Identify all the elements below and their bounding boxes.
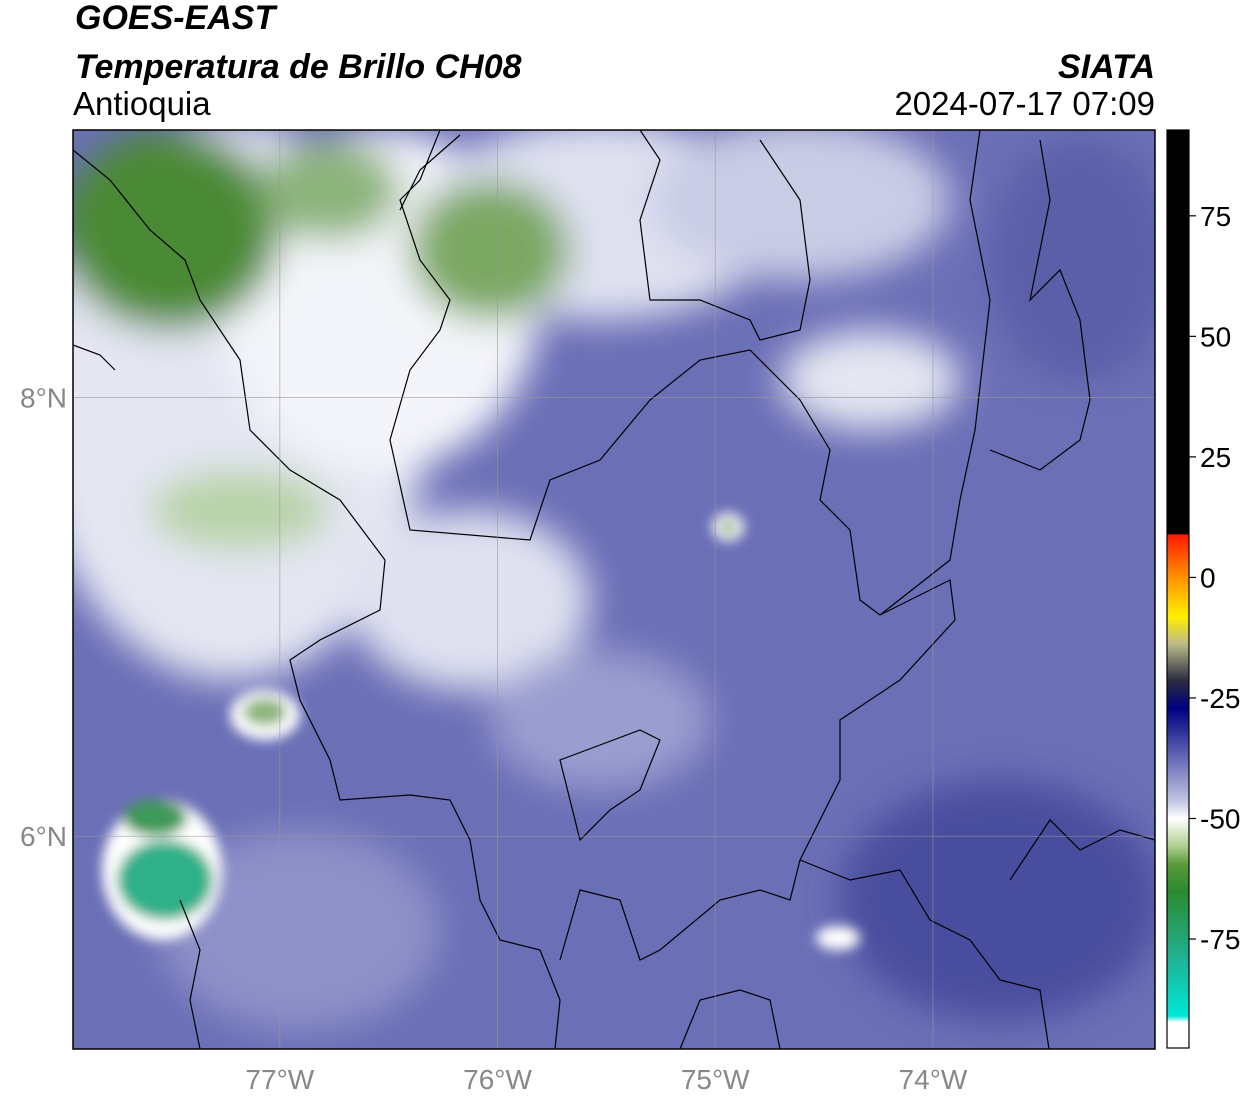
- datetime: 2024-07-17 07:09: [894, 85, 1155, 122]
- subtitle: Temperatura de Brillo CH08: [75, 48, 522, 86]
- y-tick-label: 6°N: [20, 821, 67, 852]
- colorbar-tick-label: 50: [1200, 321, 1231, 352]
- colorbar-tick-label: -50: [1200, 804, 1240, 835]
- source: SIATA: [1058, 48, 1155, 86]
- colorbar-tick-label: 75: [1200, 201, 1231, 232]
- map-frame: [72, 129, 1156, 1050]
- map-imagery: [73, 130, 1155, 1049]
- borders: [73, 130, 1155, 1049]
- colorbar-tick-label: -75: [1200, 924, 1240, 955]
- x-tick-label: 77°W: [245, 1064, 314, 1095]
- colorbar-tick-label: -25: [1200, 683, 1240, 714]
- colorbar: [1166, 129, 1190, 1049]
- colorbar-tick-label: 0: [1200, 562, 1216, 593]
- x-tick-label: 76°W: [463, 1064, 532, 1095]
- x-tick-label: 74°W: [899, 1064, 968, 1095]
- colorbar-tick-label: 25: [1200, 442, 1231, 473]
- gridlines: [73, 130, 1155, 1049]
- region: Antioquia: [73, 85, 211, 122]
- title: GOES-EAST: [75, 0, 278, 37]
- y-tick-label: 8°N: [20, 383, 67, 414]
- x-tick-label: 75°W: [681, 1064, 750, 1095]
